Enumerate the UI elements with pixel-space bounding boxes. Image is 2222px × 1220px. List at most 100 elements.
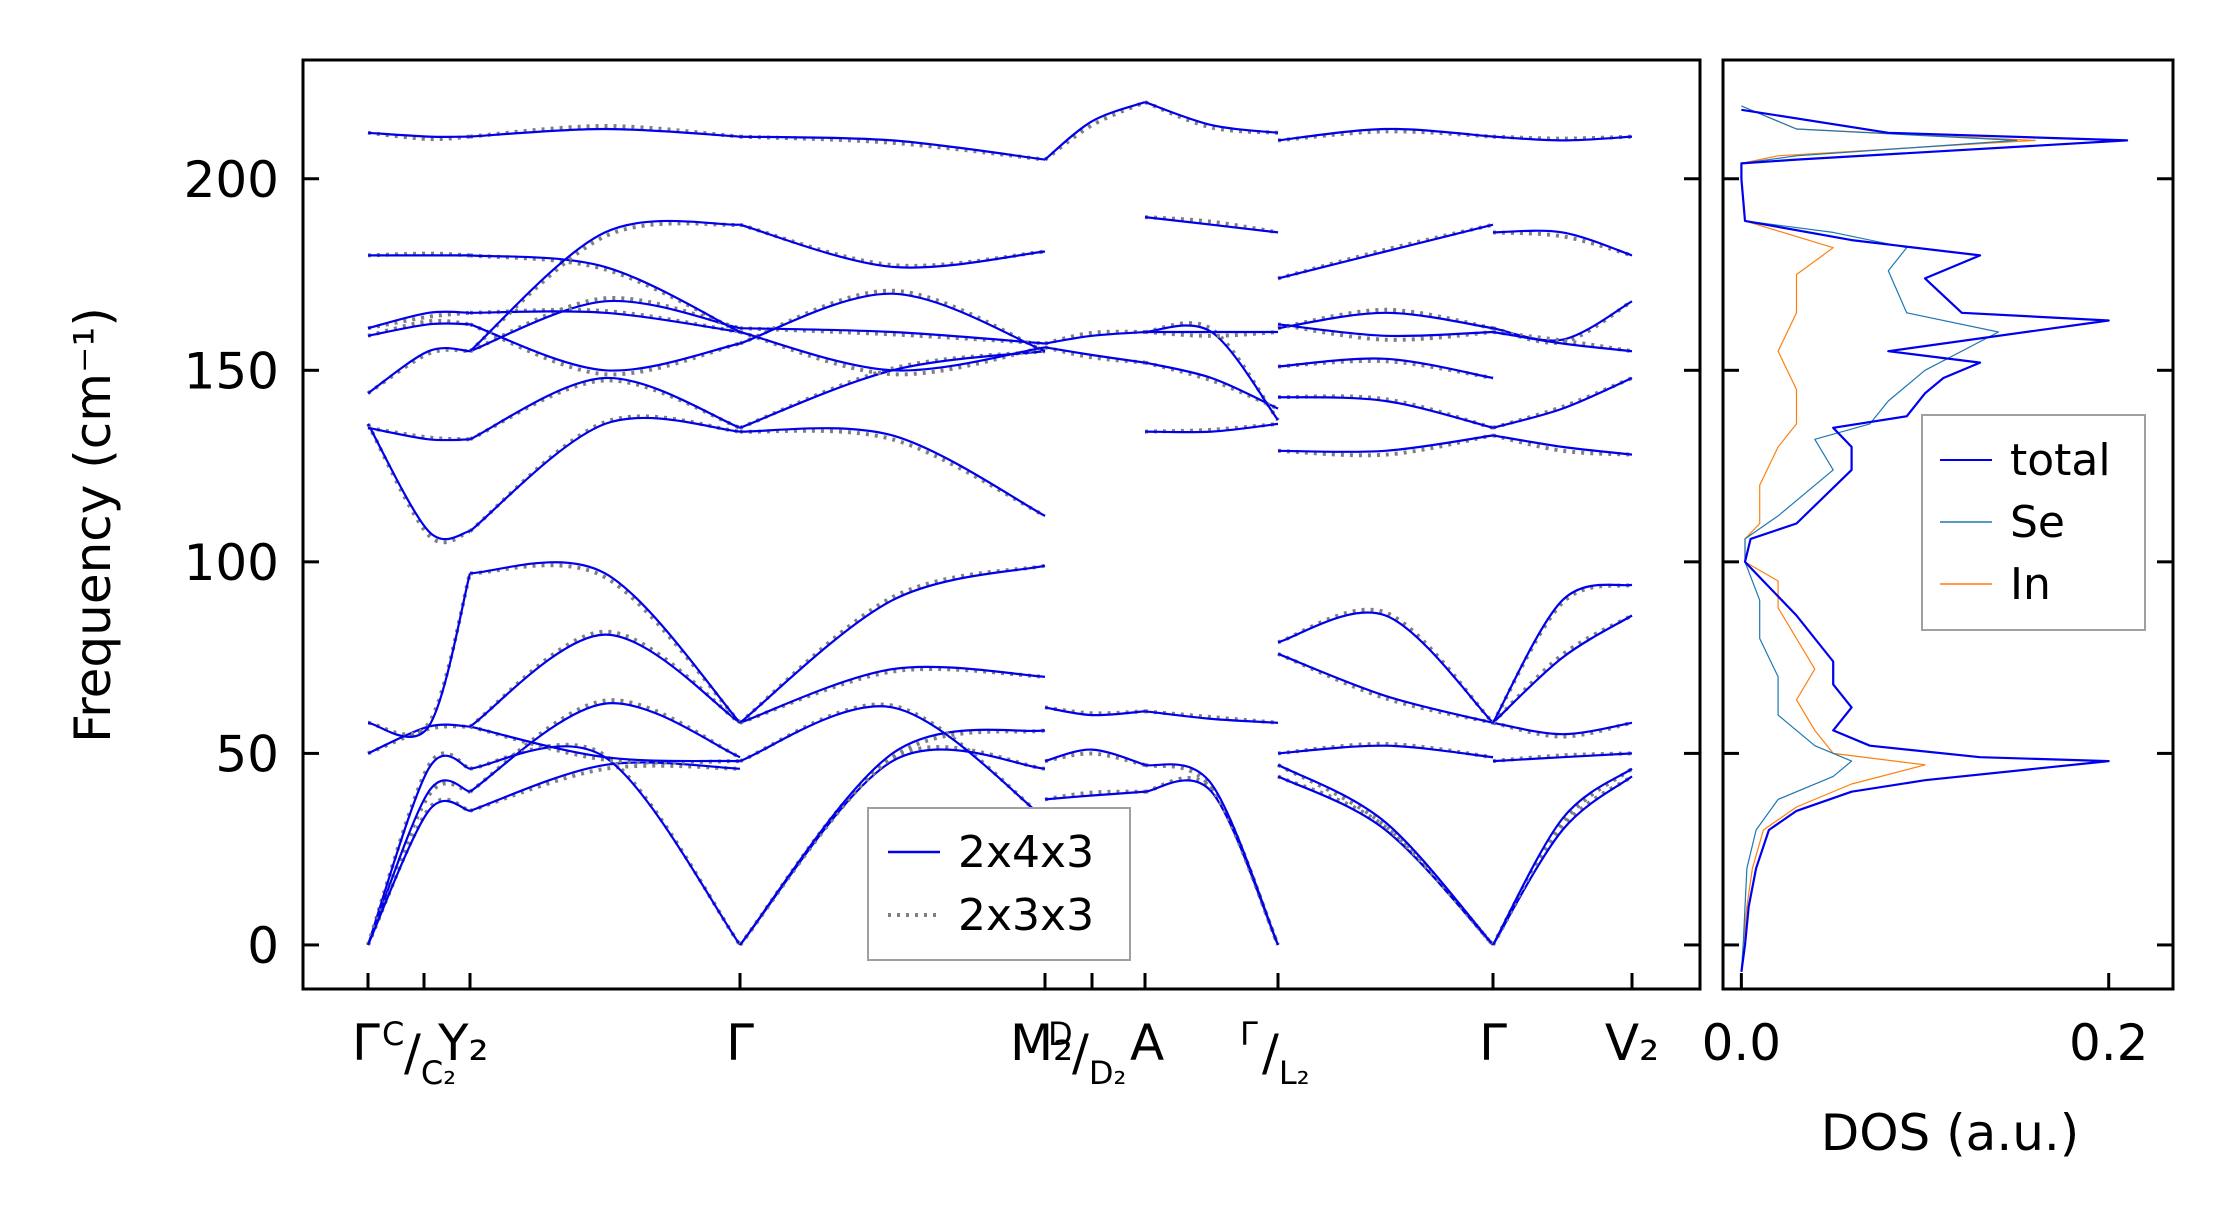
dos-x-axis-title: DOS (a.u.) xyxy=(1821,1104,2080,1162)
y-tick-label: 200 xyxy=(184,151,279,209)
band-line-2x4x3 xyxy=(367,573,472,738)
band-line-2x4x3 xyxy=(1277,323,1494,338)
band-line-2x4x3 xyxy=(1492,135,1633,142)
band-line-2x4x3 xyxy=(367,322,471,337)
band-line-2x3x3 xyxy=(366,422,471,545)
band-line-2x4x3 xyxy=(469,416,741,533)
dos-lines xyxy=(1740,105,2129,972)
band-line-2x3x3 xyxy=(1043,100,1146,162)
band-line-2x4x3 xyxy=(1144,763,1280,946)
band-line-2x4x3 xyxy=(469,702,741,793)
band-line-2x3x3 xyxy=(469,763,741,813)
band-line-2x4x3 xyxy=(1277,775,1494,946)
band-line-2x3x3 xyxy=(1277,307,1494,331)
band-line-2x4x3 xyxy=(1277,357,1494,380)
band-line-2x3x3 xyxy=(1277,322,1494,342)
x-tick-label: Γ xyxy=(1479,1014,1507,1072)
band-line-2x3x3 xyxy=(1144,321,1280,422)
band-line-2x4x3 xyxy=(367,346,471,395)
dos-axes-frame xyxy=(1721,58,2175,991)
band-line-2x4x3 xyxy=(469,219,741,353)
band-line-2x4x3 xyxy=(1044,748,1146,766)
band-line-2x4x3 xyxy=(1144,101,1279,134)
band-line-2x3x3 xyxy=(468,414,741,533)
band-line-2x4x3 xyxy=(1492,229,1633,257)
band-line-2x3x3 xyxy=(739,428,1046,518)
band-line-2x4x3 xyxy=(1144,422,1279,434)
band-line-2x4x3 xyxy=(739,330,1046,372)
band-line-2x4x3 xyxy=(1492,583,1633,724)
band-y-ticks: 0 50 100 150 200 xyxy=(184,151,1700,975)
band-line-2x3x3 xyxy=(469,742,742,947)
band-line-2x4x3 xyxy=(1492,721,1633,736)
x-tick-label: /D₂ xyxy=(1072,1024,1126,1092)
band-line-2x4x3 xyxy=(469,376,741,441)
legend-label-total: total xyxy=(2010,435,2111,486)
band-line-2x4x3 xyxy=(1277,311,1494,330)
band-line-2x4x3 xyxy=(469,725,741,763)
y-tick-label: 0 xyxy=(247,917,279,975)
x-tick-label: A xyxy=(1130,1014,1164,1072)
band-line-2x4x3 xyxy=(469,561,741,724)
band-axes-frame xyxy=(301,58,1702,991)
band-line-2x3x3 xyxy=(367,572,472,737)
band-line-2x4x3 xyxy=(469,745,741,946)
band-line-2x3x3 xyxy=(469,123,741,139)
band-line-2x3x3 xyxy=(469,253,741,334)
band-line-2x4x3 xyxy=(739,665,1046,724)
band-y-axis-title: Frequency (cm⁻¹) xyxy=(64,307,122,743)
band-line-2x4x3 xyxy=(366,799,471,946)
band-line-2x3x3 xyxy=(469,307,741,334)
band-legend: 2x4x3 2x3x3 xyxy=(867,807,1131,961)
x-tick-label: C xyxy=(382,1015,404,1053)
band-line-2x3x3 xyxy=(367,724,471,756)
band-line-2x4x3 xyxy=(739,223,1046,269)
band-line-2x4x3 xyxy=(1277,763,1494,946)
y-tick-label: 50 xyxy=(215,725,279,783)
x-tick-label: M₂ xyxy=(1010,1014,1073,1072)
band-line-2x3x3 xyxy=(1277,433,1494,458)
band-line-2x3x3 xyxy=(1144,100,1279,135)
dos-x-ticks: 0.0 0.2 xyxy=(1702,973,2149,1072)
band-line-2x4x3 xyxy=(1144,710,1279,724)
band-line-2x3x3 xyxy=(1491,767,1634,946)
band-line-2x3x3 xyxy=(1144,776,1280,946)
band-line-2x3x3 xyxy=(739,702,1047,821)
dos-legend: total Se In xyxy=(1921,414,2146,631)
band-line-2x3x3 xyxy=(1492,230,1633,258)
dos-panel: 0.0 0.2 DOS (a.u.) total Se In xyxy=(1702,58,2175,1162)
band-line-2x4x3 xyxy=(739,705,1046,820)
dos-x-tick-label: 0.0 xyxy=(1702,1014,1782,1072)
band-line-2x4x3 xyxy=(1492,752,1633,763)
dos-x-tick-label: 0.2 xyxy=(2069,1014,2149,1072)
band-line-2x4x3 xyxy=(1044,790,1146,801)
band-line-2x4x3 xyxy=(469,633,741,728)
band-line-2x4x3 xyxy=(1277,396,1494,429)
band-line-2x4x3 xyxy=(739,135,1046,161)
band-lines xyxy=(366,100,1634,947)
band-line-2x4x3 xyxy=(739,292,1046,353)
band-line-2x3x3 xyxy=(1277,763,1495,947)
band-line-2x4x3 xyxy=(469,127,741,138)
band-line-2x4x3 xyxy=(1144,324,1279,421)
band-line-2x4x3 xyxy=(1277,652,1494,724)
x-tick-label: Γ xyxy=(1240,1015,1258,1053)
band-line-2x3x3 xyxy=(1492,376,1633,430)
band-line-2x4x3 xyxy=(367,423,471,541)
y-tick-label: 150 xyxy=(184,342,279,400)
band-line-2x4x3 xyxy=(739,350,1046,429)
band-line-2x3x3 xyxy=(1277,774,1495,947)
band-line-2x4x3 xyxy=(1044,346,1146,364)
band-line-2x4x3 xyxy=(1492,614,1633,724)
band-line-2x3x3 xyxy=(468,221,741,353)
y-tick-label: 100 xyxy=(184,534,279,592)
band-line-2x3x3 xyxy=(739,288,1046,354)
legend-frame xyxy=(867,807,1131,961)
band-line-2x4x3 xyxy=(1492,300,1633,342)
band-line-2x4x3 xyxy=(1492,434,1633,456)
band-line-2x4x3 xyxy=(1044,101,1146,161)
band-line-2x4x3 xyxy=(367,310,471,330)
